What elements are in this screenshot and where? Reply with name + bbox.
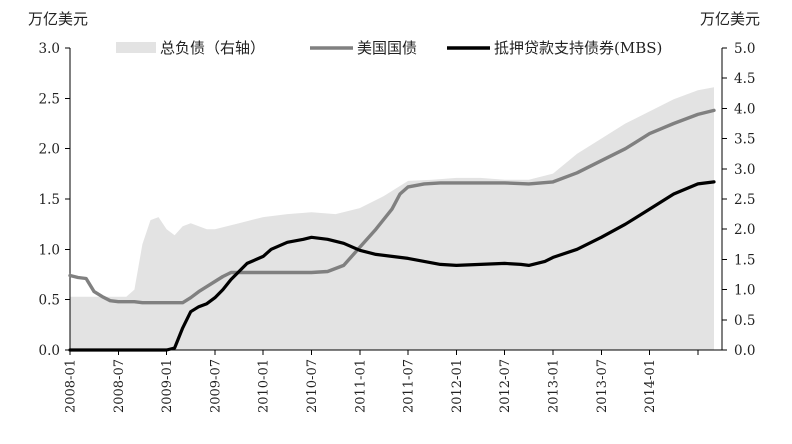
legend-item-2: 抵押贷款支持债券(MBS) — [447, 39, 662, 57]
x-tick-label: 2013-07 — [595, 359, 610, 413]
legend-swatch-area — [116, 42, 156, 53]
y-left-tick-label: 3.0 — [39, 41, 60, 57]
x-tick-label: 2009-07 — [208, 359, 223, 413]
lines-layer — [68, 108, 716, 352]
legend-label: 总负债（右轴） — [160, 39, 265, 57]
x-tick-label: 2014-01 — [643, 359, 658, 413]
series-line-1 — [68, 108, 716, 305]
y-left-unit-label: 万亿美元 — [28, 10, 88, 28]
y-right-tick-label: 4.5 — [734, 71, 755, 87]
x-tick-label: 2008-01 — [64, 359, 79, 413]
y-right-tick-label: 2.0 — [734, 222, 755, 238]
legend-item-0: 总负债（右轴） — [116, 39, 265, 57]
label-layer: 0.0 0.5 1.0 1.5 2.0 2.5 3.0 0.0 0.5 1.0 1.5 2.0 2.5 3… — [28, 10, 760, 413]
legend-item-1: 美国国债 — [310, 39, 417, 57]
y-right-tick-label: 5.0 — [734, 41, 755, 57]
legend-label: 美国国债 — [357, 39, 417, 57]
y-right-tick-label: 4.0 — [734, 101, 755, 117]
y-right-tick-label: 3.0 — [734, 162, 755, 178]
x-tick-label: 2010-01 — [257, 359, 272, 413]
x-tick-label: 2012-01 — [450, 359, 465, 413]
y-left-tick-label: 2.0 — [39, 142, 60, 158]
x-tick-label: 2009-01 — [160, 359, 175, 413]
y-right-unit-label: 万亿美元 — [700, 10, 760, 28]
y-left-tick-label: 0.5 — [39, 293, 60, 309]
y-right-tick-label: 1.0 — [734, 283, 755, 299]
y-right-tick-label: 3.5 — [734, 132, 755, 148]
axes-layer — [65, 47, 727, 355]
x-tick-label: 2008-07 — [112, 359, 127, 413]
x-tick-label: 2013-01 — [547, 359, 562, 413]
y-right-tick-label: 0.0 — [734, 343, 755, 359]
x-tick-label: 2012-07 — [498, 359, 513, 413]
x-tick-label: 2010-07 — [305, 359, 320, 413]
series-area-0 — [70, 87, 714, 351]
y-left-tick-label: 0.0 — [39, 343, 60, 359]
legend-label: 抵押贷款支持债券(MBS) — [494, 39, 662, 57]
y-right-tick-label: 1.5 — [734, 252, 755, 268]
legend-layer: 总负债（右轴） 美国国债 抵押贷款支持债券(MBS) — [116, 39, 662, 57]
series-line-2 — [68, 180, 716, 352]
y-left-tick-label: 1.0 — [39, 242, 60, 258]
y-right-tick-label: 0.5 — [734, 313, 755, 329]
y-left-tick-label: 2.5 — [39, 91, 60, 107]
x-tick-label: 2011-01 — [353, 359, 368, 413]
y-left-tick-label: 1.5 — [39, 192, 60, 208]
y-right-tick-label: 2.5 — [734, 192, 755, 208]
x-tick-label: 2011-07 — [402, 359, 417, 413]
area-layer — [70, 87, 714, 351]
